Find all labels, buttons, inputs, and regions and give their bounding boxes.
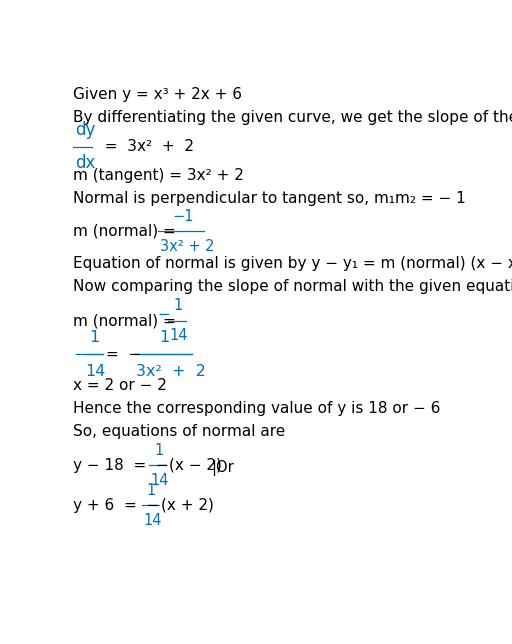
Text: =  −: = − [106, 347, 141, 362]
Text: Hence the corresponding value of y is 18 or − 6: Hence the corresponding value of y is 18… [73, 401, 441, 416]
Text: −: − [158, 307, 170, 322]
Text: y + 6  =  −: y + 6 = − [73, 498, 160, 513]
Text: 14: 14 [143, 513, 162, 528]
Text: Normal is perpendicular to tangent so, m₁m₂ = − 1: Normal is perpendicular to tangent so, m… [73, 191, 466, 207]
Text: Now comparing the slope of normal with the given equation: Now comparing the slope of normal with t… [73, 279, 512, 294]
Text: −: − [73, 347, 86, 362]
Text: Given y = x³ + 2x + 6: Given y = x³ + 2x + 6 [73, 87, 242, 102]
Text: 3x² + 2: 3x² + 2 [160, 239, 215, 254]
Text: m (tangent) = 3x² + 2: m (tangent) = 3x² + 2 [73, 168, 244, 184]
Text: 1: 1 [147, 483, 156, 498]
Text: =  3x²  +  2: = 3x² + 2 [95, 139, 194, 154]
Text: 3x²  +  2: 3x² + 2 [136, 364, 206, 379]
Text: By differentiating the given curve, we get the slope of the tangent: By differentiating the given curve, we g… [73, 110, 512, 125]
Text: (x + 2): (x + 2) [161, 498, 215, 513]
Text: x = 2 or − 2: x = 2 or − 2 [73, 378, 167, 393]
Text: So, equations of normal are: So, equations of normal are [73, 424, 286, 439]
Text: 1: 1 [159, 330, 169, 345]
Text: dx: dx [75, 155, 95, 173]
Text: dy: dy [75, 121, 95, 139]
Text: 14: 14 [151, 473, 169, 488]
Text: m (normal) =: m (normal) = [73, 223, 181, 239]
Text: Equation of normal is given by y − y₁ = m (normal) (x − x₁): Equation of normal is given by y − y₁ = … [73, 256, 512, 271]
Text: 1: 1 [90, 330, 100, 345]
Text: −1: −1 [173, 209, 194, 223]
Text: (x − 2): (x − 2) [169, 458, 222, 473]
Text: 14: 14 [169, 328, 188, 343]
Text: 1: 1 [154, 442, 163, 458]
Text: 14: 14 [86, 364, 106, 379]
Text: 1: 1 [173, 298, 182, 313]
Text: |Or: |Or [211, 460, 234, 477]
Text: y − 18  =  −: y − 18 = − [73, 458, 169, 473]
Text: m (normal) =: m (normal) = [73, 313, 181, 328]
